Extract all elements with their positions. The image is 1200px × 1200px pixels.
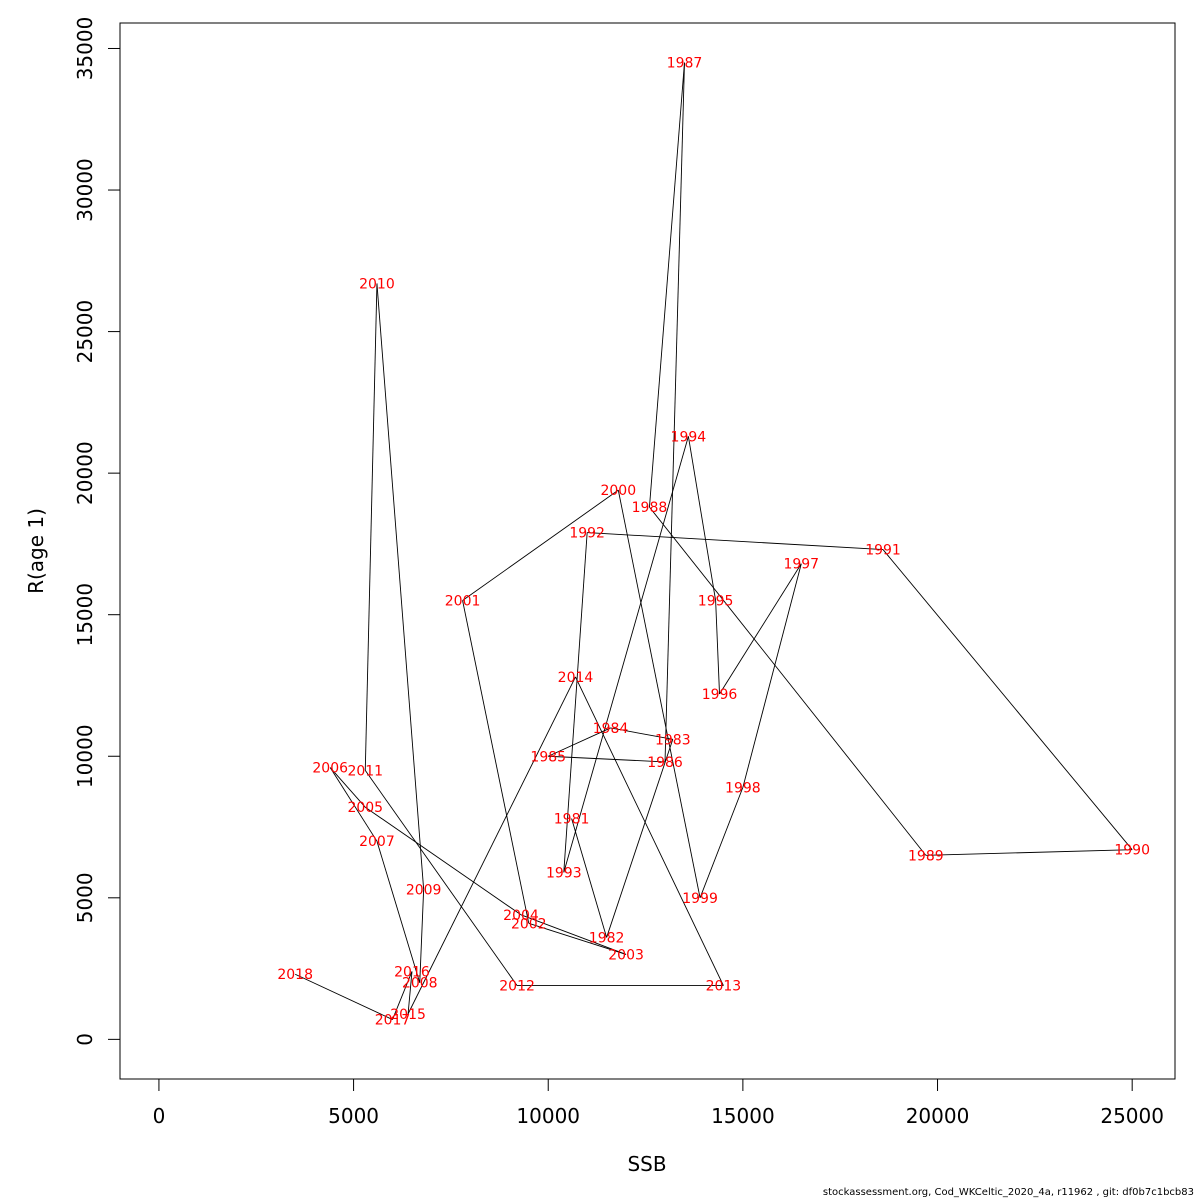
segment-2010-2011	[364, 283, 378, 771]
year-label-1998: 1998	[725, 780, 761, 796]
year-label-1997: 1997	[783, 557, 819, 573]
year-label-1995: 1995	[698, 594, 734, 610]
year-label-1994: 1994	[671, 429, 707, 445]
year-label-1983: 1983	[655, 732, 691, 748]
segment-1992-1993	[563, 532, 588, 873]
y-tick-label: 30000	[73, 158, 97, 222]
year-label-2018: 2018	[277, 967, 313, 983]
y-tick-label: 5000	[73, 872, 97, 923]
y-tick-label: 0	[73, 1033, 97, 1046]
segment-1989-1990	[925, 849, 1133, 856]
y-tick-label: 15000	[73, 583, 97, 647]
segment-1996-1997	[719, 563, 802, 695]
year-label-1986: 1986	[647, 755, 683, 771]
segment-2015-2016	[407, 971, 413, 1014]
year-label-1988: 1988	[632, 500, 668, 516]
segment-1986-1987	[664, 62, 685, 762]
segment-2011-2012	[364, 770, 518, 986]
year-label-2010: 2010	[359, 276, 395, 292]
y-axis: 0 5000 10000 15000 20000 25000 30000 35000	[73, 17, 121, 1046]
segment-1982-1983	[606, 739, 674, 938]
segment-1998-1999	[699, 787, 744, 898]
segment-1993-1994	[563, 436, 689, 873]
trajectory-line	[294, 62, 1133, 1020]
segment-2006-2007	[329, 767, 378, 842]
year-label-2000: 2000	[600, 483, 636, 499]
x-axis: 0 5000 10000 15000 20000 25000	[153, 1078, 1164, 1128]
segment-1985-1986	[548, 755, 666, 763]
segment-2017-2018	[294, 973, 393, 1020]
x-tick-label: 0	[153, 1104, 166, 1128]
segment-1990-1991	[882, 549, 1133, 850]
segment-1981-1982	[571, 818, 608, 938]
segment-2013-2014	[575, 676, 724, 986]
year-label-2012: 2012	[499, 979, 535, 995]
segment-1983-1984	[610, 727, 673, 740]
year-labels: 1981 1982 1983 1984 1985 1986 1987 1988 1989 1990…	[277, 56, 1150, 1029]
segment-1991-1992	[587, 532, 884, 551]
y-tick-label: 10000	[73, 724, 97, 788]
y-axis-title: R(age 1)	[24, 508, 48, 594]
segment-2002-2003	[528, 922, 627, 955]
x-tick-label: 25000	[1100, 1104, 1164, 1128]
year-label-2011: 2011	[347, 763, 383, 779]
year-label-1982: 1982	[589, 930, 625, 946]
year-label-2003: 2003	[608, 947, 644, 963]
year-label-1999: 1999	[682, 891, 718, 907]
year-label-1996: 1996	[702, 687, 738, 703]
year-label-2004: 2004	[503, 908, 539, 924]
year-label-2008: 2008	[402, 976, 438, 992]
year-label-2017: 2017	[375, 1013, 411, 1029]
y-tick-label: 25000	[73, 300, 97, 364]
segment-2009-2010	[376, 283, 425, 890]
year-label-2002: 2002	[511, 916, 547, 932]
year-label-1992: 1992	[569, 526, 605, 542]
year-label-1991: 1991	[865, 543, 901, 559]
year-label-2016: 2016	[394, 964, 430, 980]
segment-2004-2005	[365, 806, 522, 916]
segment-1997-1998	[742, 563, 802, 788]
year-label-2007: 2007	[359, 834, 395, 850]
year-label-2015: 2015	[390, 1007, 426, 1023]
segment-1987-1988	[648, 62, 685, 508]
year-label-1990: 1990	[1114, 843, 1150, 859]
segment-2008-2009	[419, 889, 425, 983]
segment-1999-2000	[617, 490, 701, 898]
x-axis-title: SSB	[627, 1152, 666, 1176]
year-label-1993: 1993	[546, 865, 582, 881]
year-label-1981: 1981	[554, 812, 590, 828]
segment-2007-2008	[376, 841, 421, 983]
x-tick-label: 10000	[516, 1104, 580, 1128]
year-label-2014: 2014	[558, 670, 594, 686]
x-tick-label: 5000	[328, 1104, 379, 1128]
year-label-2009: 2009	[406, 882, 442, 898]
segment-2003-2004	[520, 914, 627, 955]
year-label-1985: 1985	[530, 749, 566, 765]
year-label-2001: 2001	[445, 594, 481, 610]
year-label-1984: 1984	[593, 721, 629, 737]
segment-2014-2015	[407, 676, 576, 1015]
year-label-1989: 1989	[908, 848, 944, 864]
segment-2001-2002	[462, 600, 530, 924]
y-tick-label: 35000	[73, 17, 97, 81]
segment-1995-1996	[715, 600, 720, 694]
segment-1984-1985	[548, 727, 611, 757]
footer-credit: stockassessment.org, Cod_WKCeltic_2020_4…	[822, 1187, 1194, 1198]
segment-1988-1989	[649, 506, 927, 856]
y-tick-label: 20000	[73, 441, 97, 505]
x-tick-label: 15000	[711, 1104, 775, 1128]
year-label-1987: 1987	[667, 56, 703, 72]
segment-2000-2001	[462, 489, 619, 601]
x-tick-label: 20000	[906, 1104, 970, 1128]
plot-frame	[119, 22, 1176, 1080]
segment-2005-2006	[329, 767, 366, 808]
segment-1994-1995	[687, 436, 717, 601]
year-label-2005: 2005	[347, 800, 383, 816]
year-label-2013: 2013	[706, 979, 742, 995]
segment-2016-2017	[392, 971, 413, 1020]
year-label-2006: 2006	[312, 761, 348, 777]
